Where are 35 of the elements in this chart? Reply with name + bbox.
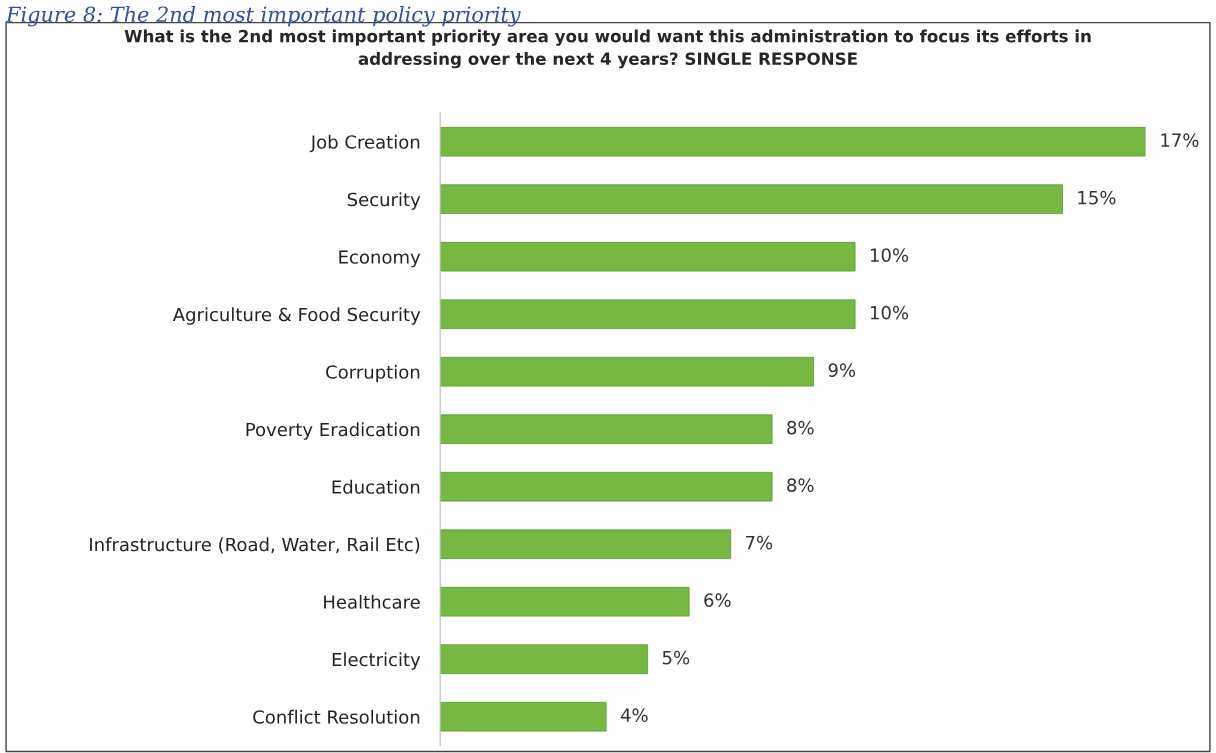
data-label: 7% [745, 535, 773, 550]
bar [440, 471, 773, 502]
bar [440, 126, 1146, 157]
bar [440, 529, 732, 560]
bar [440, 241, 856, 272]
bar [440, 356, 814, 387]
data-label: 9% [828, 363, 856, 377]
y-tick-label: Conflict Resolution [253, 709, 420, 724]
data-label: 10% [870, 305, 909, 320]
data-label: 5% [662, 650, 690, 665]
y-tick-label: Security [347, 192, 421, 210]
data-label: 6% [704, 593, 731, 607]
bar [440, 644, 649, 675]
y-tick-label: Job Creation [309, 134, 420, 153]
chart-title: What is the 2nd most important priority area you would want this administration to focus its efforts in addressing over the next 4 years? SINGLE RESPONSE [124, 29, 1091, 69]
y-tick-label: Economy [339, 250, 421, 268]
bar [440, 701, 607, 732]
bar [440, 299, 856, 329]
y-tick-label: Healthcare [324, 594, 420, 609]
y-tick-label: Poverty Eradication [246, 422, 420, 440]
data-label: 10% [870, 248, 909, 262]
y-tick-label: Electricity [332, 652, 421, 670]
bar [440, 414, 773, 445]
bar [440, 184, 1063, 214]
caption: Figure 8: The 2nd most important policy priority [5, 6, 521, 27]
data-label: 8% [787, 420, 814, 435]
y-tick-label: Agriculture & Food Security [172, 307, 421, 325]
y-tick-label: Infrastructure (Road, Water, Rail Etc) [90, 537, 420, 554]
data-label: 17% [1161, 133, 1199, 147]
data-label: 8% [787, 478, 814, 492]
bar [440, 586, 690, 617]
data-label: 15% [1078, 190, 1116, 205]
y-tick-label: Corruption [326, 364, 420, 383]
y-tick-label: Education [332, 479, 420, 494]
data-label: 4% [620, 708, 648, 722]
